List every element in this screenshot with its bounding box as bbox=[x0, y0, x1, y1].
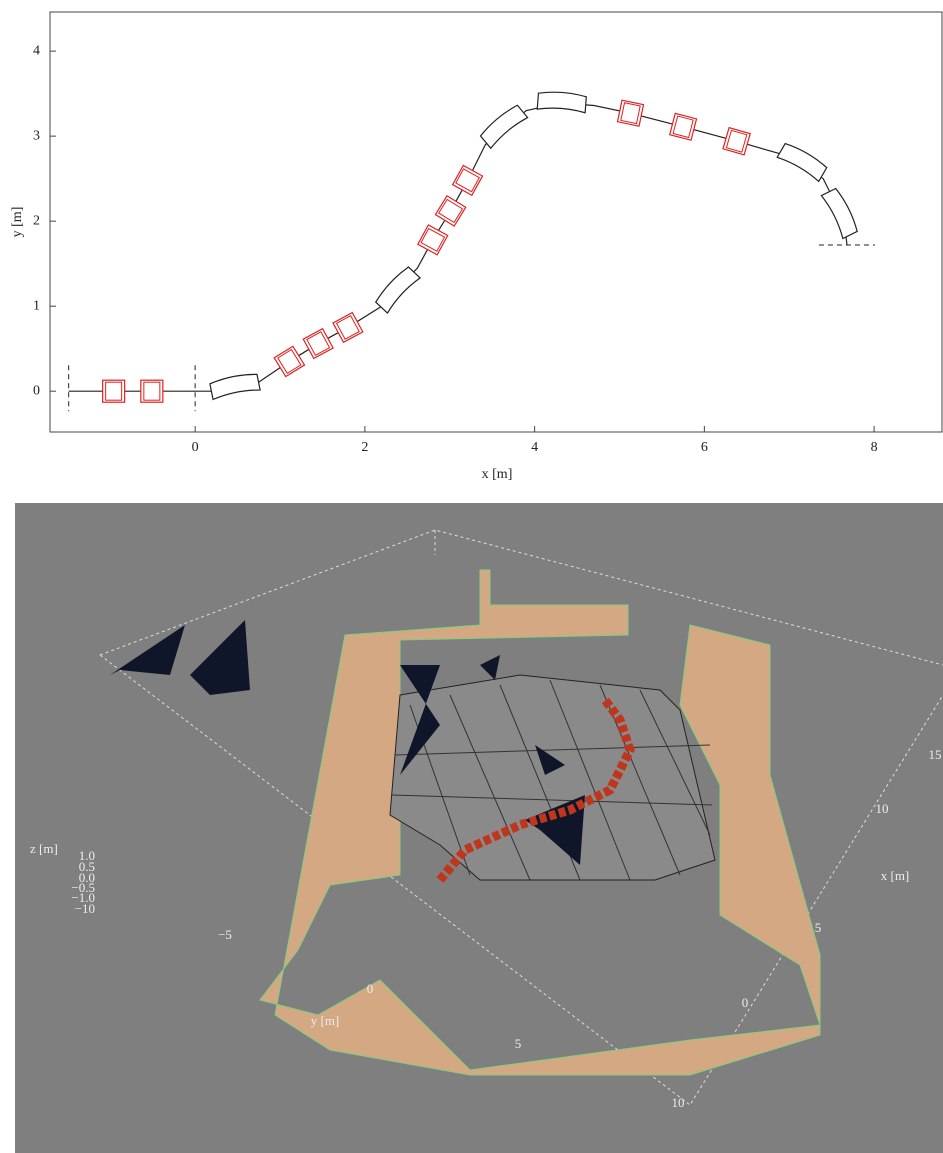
quadrupole bbox=[103, 380, 125, 402]
page: {"chart_data":{"type":"beamline", "xlabe… bbox=[0, 0, 943, 1153]
x-tick-label: 10 bbox=[672, 1095, 685, 1110]
render-3d: z [m] 1.0 0.5 0.0 −0.5 −1.0 −10 −5 0 5 y… bbox=[0, 495, 943, 1153]
quadrupole bbox=[418, 225, 448, 255]
beamline-plot: x [m] y [m] 0 2 4 6 8 0 1 2 3 4 bbox=[0, 0, 943, 495]
quadrupole bbox=[670, 113, 697, 140]
x-tick-label: 5 bbox=[815, 920, 822, 935]
x-tick-label: 0 bbox=[192, 440, 199, 455]
x-tick-label: 8 bbox=[871, 440, 878, 455]
z-axis-label: z [m] bbox=[30, 841, 58, 856]
x-tick-label: 0 bbox=[742, 995, 749, 1010]
x-axis-label: x [m] bbox=[482, 467, 513, 482]
y-tick-label: 1 bbox=[33, 298, 40, 313]
quadrupole bbox=[333, 313, 363, 343]
plot-frame bbox=[50, 12, 942, 432]
x-tick-label: 6 bbox=[701, 440, 708, 455]
dipole bbox=[374, 265, 420, 313]
x-tick-label: 2 bbox=[361, 440, 368, 455]
y-tick-label: −5 bbox=[218, 927, 232, 942]
x-tick-label: 10 bbox=[876, 801, 889, 816]
y-axis-label: y [m] bbox=[10, 207, 25, 238]
y-tick-label: 0 bbox=[367, 981, 374, 996]
quadrupole bbox=[723, 128, 750, 155]
dipole bbox=[479, 103, 528, 148]
dipole bbox=[821, 187, 859, 238]
x-tick-label: 15 bbox=[929, 747, 942, 762]
quadrupole bbox=[274, 346, 304, 376]
z-tick-label: −10 bbox=[75, 901, 95, 916]
y-tick-label: 0 bbox=[33, 383, 40, 398]
dipole bbox=[777, 141, 828, 181]
quadrupole bbox=[303, 329, 333, 359]
quadrupole bbox=[435, 196, 465, 226]
x-axis-label: x [m] bbox=[881, 868, 910, 883]
quadrupole bbox=[453, 165, 483, 195]
y-tick-label: 2 bbox=[33, 213, 40, 228]
y-tick-label: 5 bbox=[515, 1036, 522, 1051]
dipole bbox=[209, 372, 260, 400]
quadrupole bbox=[617, 100, 643, 126]
dipole bbox=[537, 91, 586, 113]
x-tick-label: 4 bbox=[531, 440, 538, 455]
y-tick-label: 3 bbox=[33, 128, 40, 143]
quadrupole bbox=[141, 380, 163, 402]
y-tick-label: 4 bbox=[33, 43, 40, 58]
y-axis-label: y [m] bbox=[311, 1013, 340, 1028]
